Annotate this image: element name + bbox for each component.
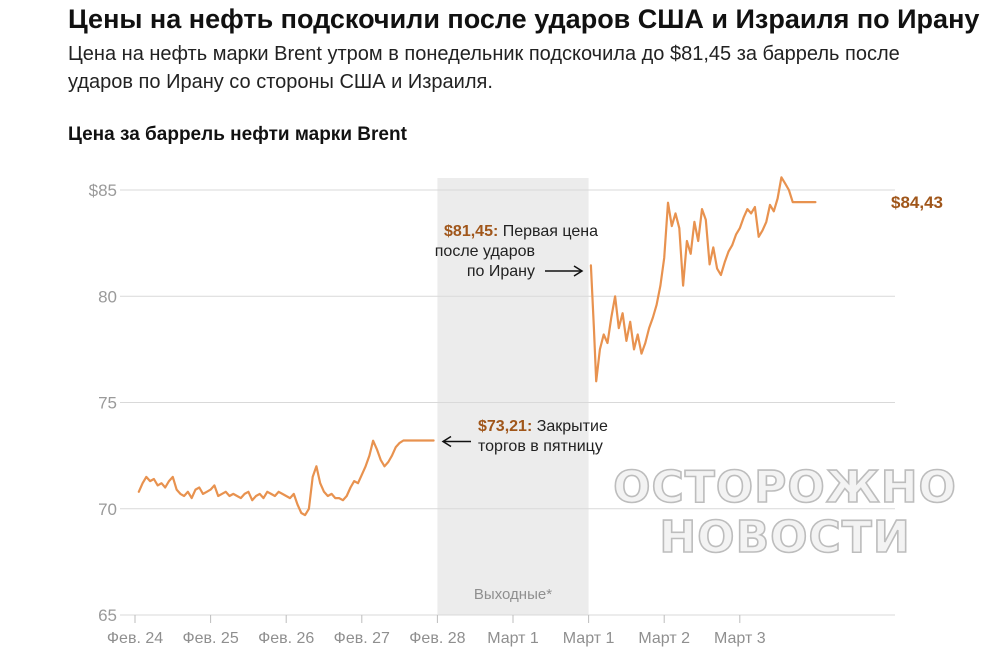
x-tick-label: Март 1 bbox=[563, 630, 615, 647]
weekend-shade-rect bbox=[437, 178, 589, 615]
annotation-73-line: торгов в пятницу bbox=[478, 438, 603, 455]
watermark-line-2: НОВОСТИ bbox=[659, 512, 910, 563]
watermark-line-1: ОСТОРОЖНО bbox=[613, 462, 957, 513]
x-tick-label: Фев. 25 bbox=[182, 630, 238, 647]
watermark: ОСТОРОЖНО НОВОСТИ bbox=[612, 461, 957, 564]
y-tick-label: $85 bbox=[89, 181, 117, 200]
x-tick-label: Март 2 bbox=[638, 630, 690, 647]
y-axis: $85 80 75 70 65 bbox=[89, 181, 117, 625]
price-line-segment-2 bbox=[589, 176, 817, 383]
subtitle: Цена на нефть марки Brent утром в понеде… bbox=[68, 43, 900, 93]
annotation-81-line: после ударов bbox=[435, 243, 535, 260]
y-tick-label: 80 bbox=[98, 287, 117, 306]
price-lines bbox=[137, 176, 817, 517]
headline: Цены на нефть подскочили после ударов СШ… bbox=[68, 4, 980, 34]
x-axis: Фев. 24 Фев. 25 Фев. 26 Фев. 27 Фев. 28 Март … bbox=[107, 615, 766, 647]
annotations: $81,45: Первая цена после ударов по Ирану $… bbox=[435, 193, 943, 455]
weekend-shading: Выходные* bbox=[437, 178, 589, 615]
x-tick-label: Март 3 bbox=[714, 630, 766, 647]
gridlines bbox=[120, 189, 895, 616]
price-line-segment-1 bbox=[137, 439, 435, 517]
x-tick-label: Фев. 26 bbox=[258, 630, 314, 647]
annotation-81-line: $81,45: Первая цена bbox=[444, 223, 598, 240]
annotation-81-arrowhead bbox=[573, 265, 584, 277]
weekend-label: Выходные* bbox=[474, 586, 552, 603]
annotation-81-line: по Ирану bbox=[467, 263, 535, 280]
x-tick-label: Фев. 28 bbox=[409, 630, 465, 647]
x-tick-label: Фев. 27 bbox=[334, 630, 390, 647]
y-tick-label: 70 bbox=[98, 500, 117, 519]
y-tick-label: 75 bbox=[98, 394, 117, 413]
annotation-73-line: $73,21: Закрытие bbox=[478, 418, 608, 435]
x-tick-label: Фев. 24 bbox=[107, 630, 163, 647]
annotation-73-arrowhead bbox=[441, 435, 452, 448]
x-tick-label: Март 1 bbox=[487, 630, 539, 647]
chart-title: Цена за баррель нефти марки Brent bbox=[68, 124, 407, 145]
y-tick-label: 65 bbox=[98, 606, 117, 625]
end-value-label: $84,43 bbox=[891, 193, 943, 212]
